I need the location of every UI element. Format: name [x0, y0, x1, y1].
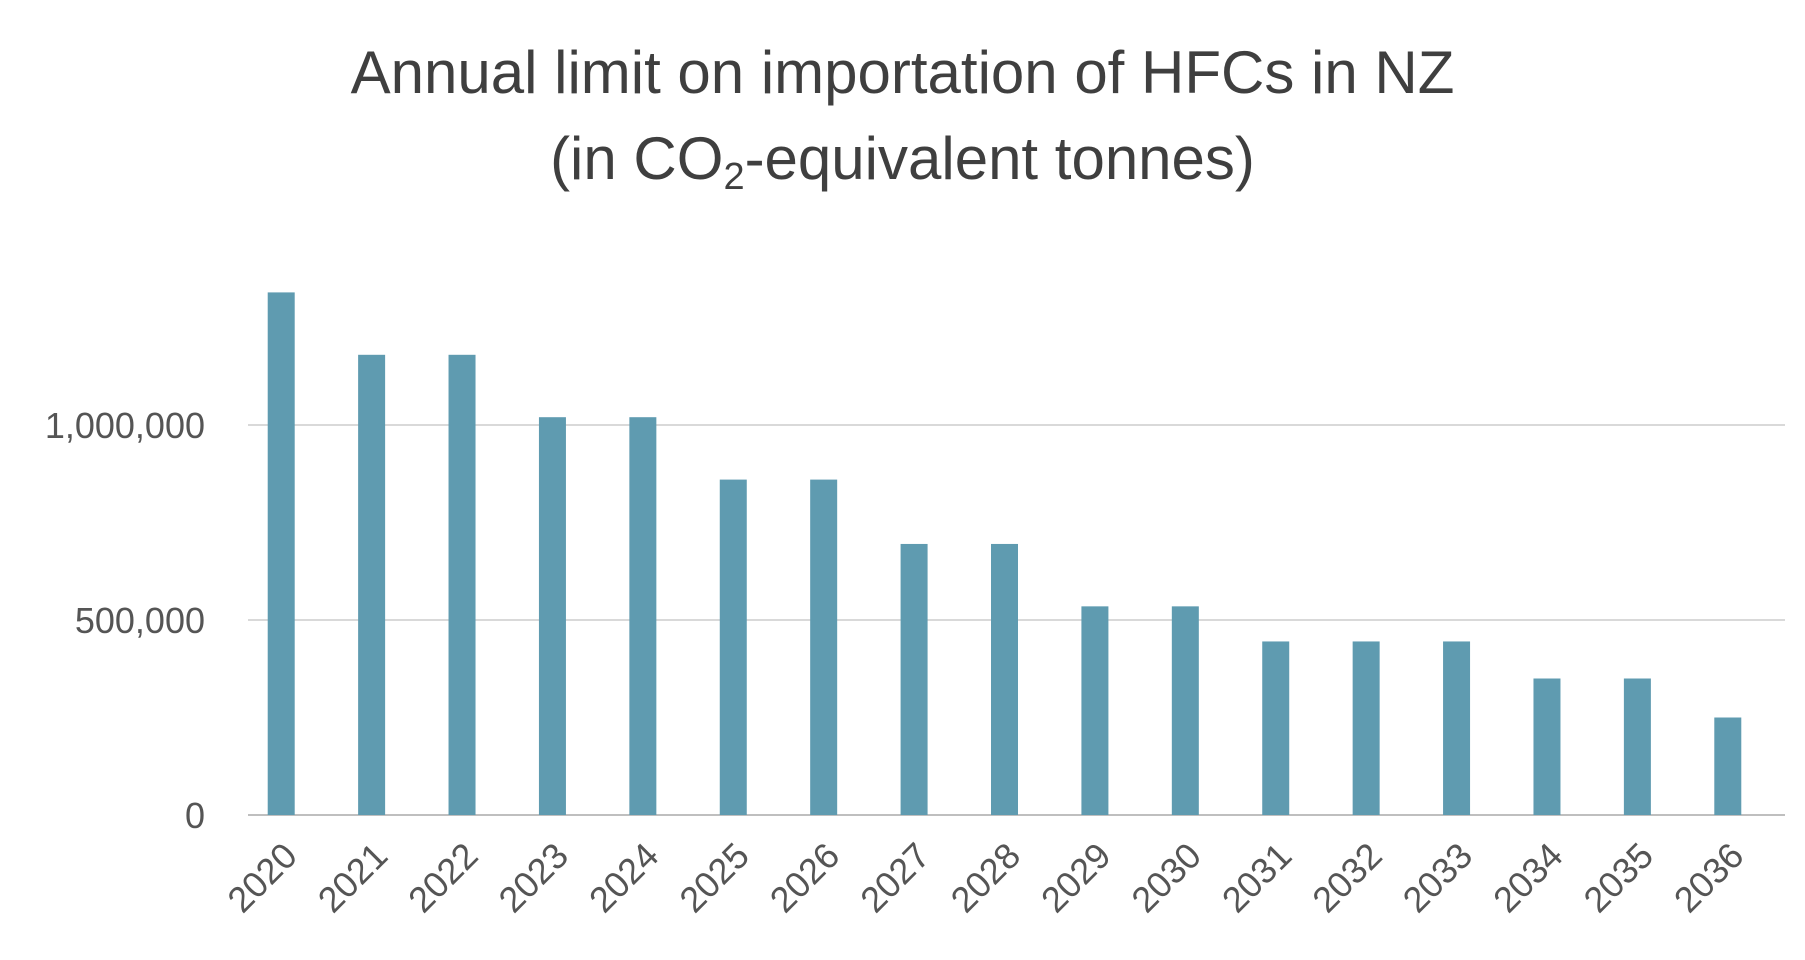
bar-2020 — [267, 292, 295, 815]
x-tick-label: 2026 — [762, 835, 848, 921]
x-tick-label: 2036 — [1666, 835, 1752, 921]
chart-title-line-1: Annual limit on importation of HFCs in N… — [350, 39, 1455, 106]
y-tick-label: 500,000 — [75, 600, 205, 641]
bars — [267, 292, 1742, 815]
bar-2029 — [1081, 606, 1109, 815]
bar-2036 — [1714, 717, 1742, 815]
x-tick-label: 2035 — [1575, 835, 1661, 921]
x-tick-label: 2034 — [1485, 835, 1571, 921]
x-tick-label: 2023 — [490, 835, 576, 921]
chart-title-line-2-suffix: -equivalent tonnes) — [744, 125, 1255, 192]
bar-2035 — [1623, 678, 1651, 815]
bar-2024 — [629, 417, 657, 815]
bar-2032 — [1352, 641, 1380, 815]
x-tick-label: 2021 — [310, 835, 396, 921]
x-tick-label: 2028 — [943, 835, 1029, 921]
x-tick-label: 2030 — [1123, 835, 1209, 921]
bar-2021 — [358, 354, 386, 815]
y-tick-label: 1,000,000 — [45, 405, 205, 446]
chart-title-line-2-prefix: (in CO — [550, 125, 724, 192]
bar-2025 — [719, 479, 747, 815]
y-axis-tick-labels: 0 500,000 1,000,000 — [45, 405, 205, 836]
bar-2026 — [810, 479, 838, 815]
x-tick-label: 2020 — [219, 835, 305, 921]
bar-2027 — [900, 543, 928, 815]
bar-2031 — [1262, 641, 1290, 815]
bar-2028 — [991, 543, 1018, 815]
x-axis-tick-labels: 2020 2021 2022 2023 2024 2025 2026 2027 2028 2029… — [219, 835, 1751, 921]
chart-title: Annual limit on importation of HFCs in N… — [0, 30, 1805, 202]
x-tick-label: 2024 — [581, 835, 667, 921]
x-tick-label: 2032 — [1304, 835, 1390, 921]
chart-title-line-2: (in CO2-equivalent tonnes) — [0, 116, 1805, 202]
bar-2022 — [448, 354, 476, 815]
bar-2033 — [1443, 641, 1471, 815]
x-tick-label: 2033 — [1395, 835, 1481, 921]
x-tick-label: 2022 — [400, 835, 486, 921]
bar-2023 — [538, 417, 566, 815]
x-tick-label: 2029 — [1033, 835, 1119, 921]
bar-2034 — [1533, 678, 1561, 815]
bar-2030 — [1171, 606, 1199, 815]
x-tick-label: 2025 — [671, 835, 757, 921]
chart-title-subscript: 2 — [723, 156, 745, 198]
x-tick-label: 2031 — [1214, 835, 1300, 921]
y-tick-label: 0 — [185, 795, 205, 836]
x-tick-label: 2027 — [852, 835, 938, 921]
